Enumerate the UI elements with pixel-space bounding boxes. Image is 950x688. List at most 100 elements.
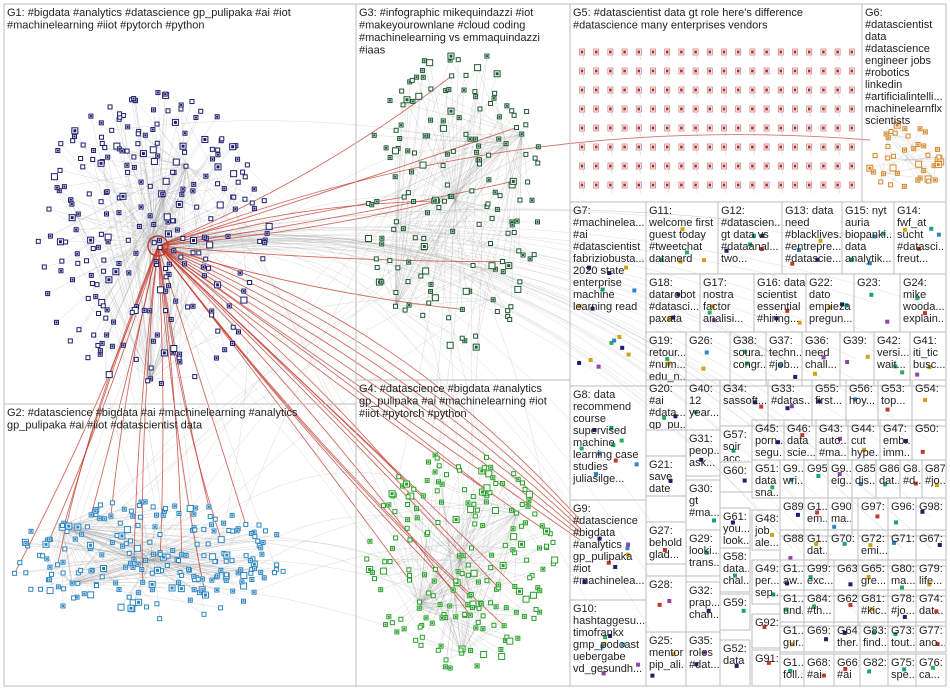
node xyxy=(260,256,266,262)
node-fill xyxy=(476,664,479,667)
node xyxy=(527,575,533,581)
node xyxy=(923,311,928,316)
node xyxy=(240,296,248,304)
group-label: #iaas xyxy=(359,45,386,57)
node-fill xyxy=(183,132,186,135)
group-g32: G32:prap...chan... xyxy=(685,581,721,633)
edge xyxy=(93,239,151,249)
node xyxy=(462,611,468,617)
node xyxy=(872,234,877,239)
group-label: G72: xyxy=(861,533,885,545)
group-g90: G90:ma... xyxy=(827,497,853,537)
node xyxy=(217,536,225,544)
edge xyxy=(151,554,154,585)
node xyxy=(731,448,736,453)
edge xyxy=(451,75,456,201)
node-fill xyxy=(637,107,641,111)
group-g8: G8: datarecommendcoursesupervisedmachine… xyxy=(569,385,647,501)
node xyxy=(476,605,482,611)
node xyxy=(662,548,667,553)
node-fill xyxy=(172,351,175,354)
group-label: G54: xyxy=(915,383,939,395)
group-label: #datascie... xyxy=(785,253,841,265)
node-fill xyxy=(680,50,683,54)
node-fill xyxy=(490,554,493,557)
group-label: #num... xyxy=(649,359,686,371)
edge xyxy=(135,100,154,225)
node xyxy=(215,181,221,187)
group-label: gp_pulipaka #ai #iiot #datascientist dat… xyxy=(7,420,203,432)
node-fill xyxy=(138,225,141,228)
edge xyxy=(379,199,456,283)
edge xyxy=(395,128,444,307)
node xyxy=(28,586,34,592)
edge xyxy=(152,249,667,660)
edge xyxy=(101,239,151,303)
node-fill xyxy=(470,593,473,596)
node xyxy=(469,188,475,194)
node xyxy=(472,513,478,519)
node-fill xyxy=(402,227,405,230)
highlight-edge xyxy=(157,245,210,508)
group-label: sucht xyxy=(897,229,923,241)
node xyxy=(154,140,160,146)
group-label: mentor xyxy=(649,647,684,659)
node xyxy=(511,229,517,235)
node xyxy=(126,550,132,556)
edge xyxy=(424,60,456,201)
node xyxy=(489,215,495,221)
node xyxy=(163,266,169,272)
node xyxy=(192,374,198,380)
group-g54: G54: xyxy=(911,379,947,427)
group-g81: G81:#kic... xyxy=(857,589,889,627)
edge xyxy=(163,234,903,549)
node xyxy=(78,156,84,162)
node xyxy=(613,564,618,569)
node xyxy=(196,250,202,256)
edge xyxy=(107,157,151,379)
edge xyxy=(72,561,216,584)
node xyxy=(157,616,163,622)
edge xyxy=(395,89,450,307)
group-label: supervised xyxy=(573,425,626,437)
edge xyxy=(107,237,169,557)
node xyxy=(510,533,518,541)
node xyxy=(532,155,538,161)
node-fill xyxy=(580,164,584,168)
edge xyxy=(376,143,507,260)
node xyxy=(418,273,424,279)
node xyxy=(842,541,847,546)
node-fill xyxy=(793,69,797,73)
node-fill xyxy=(239,272,242,275)
group-box xyxy=(915,559,947,597)
edge xyxy=(157,92,164,195)
node-fill xyxy=(471,606,474,609)
group-label: G29: xyxy=(689,533,713,545)
node xyxy=(913,481,918,486)
group-label: G56: xyxy=(849,383,873,395)
node xyxy=(46,587,54,595)
group-g9: G9:#datascience#bigdata#analyticsgp_puli… xyxy=(569,499,647,601)
edge xyxy=(122,196,151,379)
edge xyxy=(150,306,194,380)
group-g52: G52:data xyxy=(719,639,751,687)
node xyxy=(62,546,68,552)
node xyxy=(600,644,605,649)
group-label: G92: xyxy=(755,617,779,629)
edge xyxy=(395,200,438,307)
edge xyxy=(110,261,503,517)
node-fill xyxy=(126,125,129,128)
node-fill xyxy=(491,476,494,479)
group-label: G64: xyxy=(837,625,861,637)
node-fill xyxy=(580,50,584,54)
node-fill xyxy=(442,119,445,122)
node-fill xyxy=(173,505,176,508)
node xyxy=(395,265,401,271)
node xyxy=(102,145,108,151)
node-fill xyxy=(120,534,124,538)
node-fill xyxy=(454,615,457,618)
group-box xyxy=(915,497,947,537)
edge xyxy=(396,203,488,222)
node xyxy=(46,206,52,212)
edge xyxy=(72,570,92,584)
